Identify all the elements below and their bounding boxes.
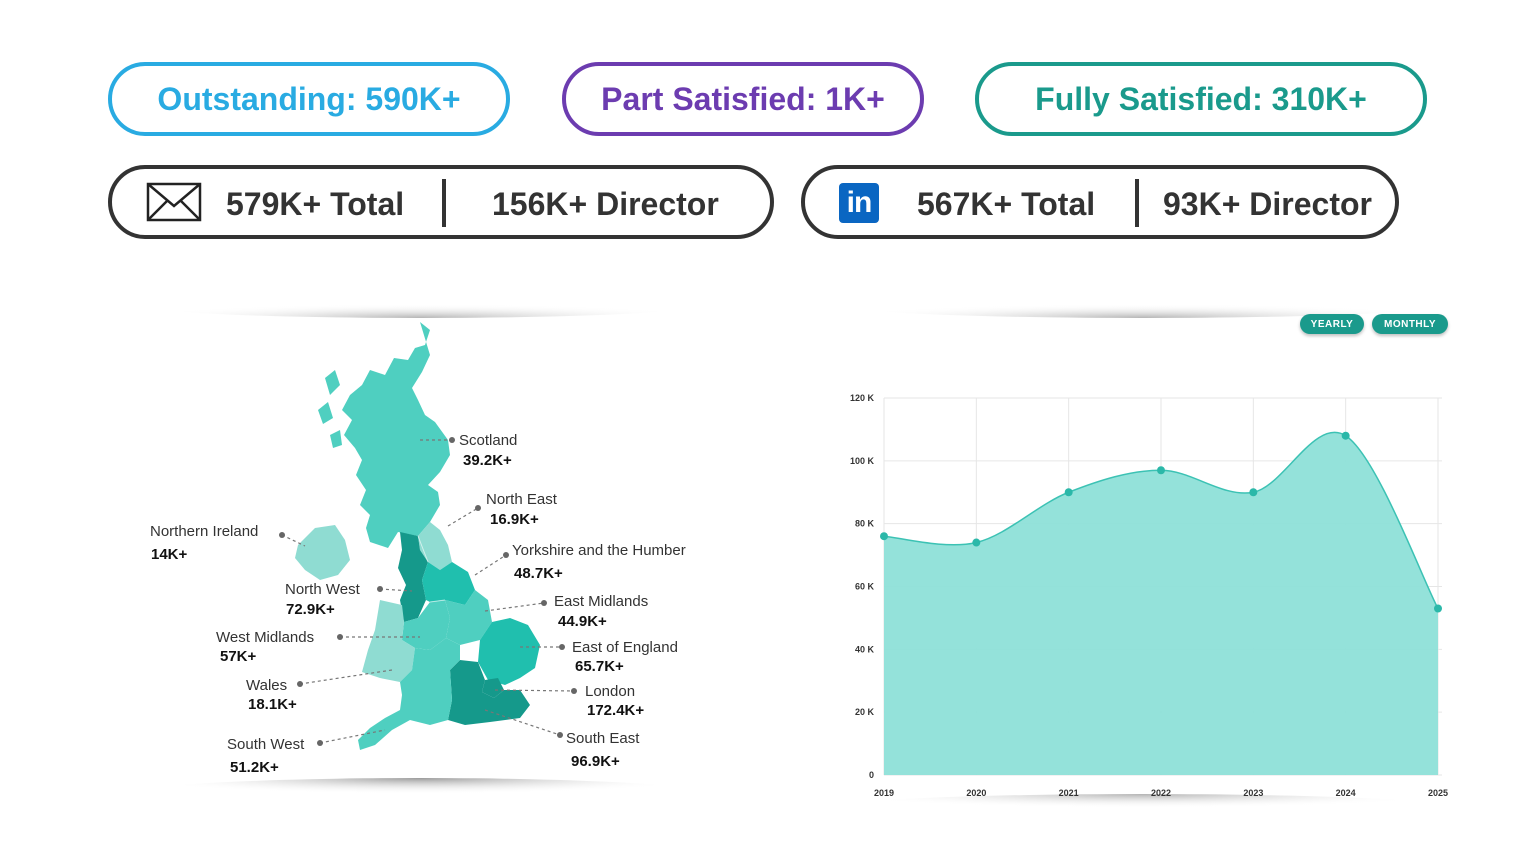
value-scotland: 39.2K+ [463,452,512,469]
email-director: 156K+ Director [492,186,719,222]
label-north-west: North West [285,581,361,598]
region-london [482,678,504,698]
x-tick-label: 2022 [1151,788,1171,798]
region-scotland [342,322,450,548]
fully-satisfied-pill: Fully Satisfied: 310K+ [975,62,1427,136]
area-series [884,432,1438,775]
label-north-east: North East [486,491,558,508]
email-total: 579K+ Total [226,186,405,222]
region-yorkshire [422,562,475,605]
y-tick-label: 40 K [855,644,875,654]
y-tick-label: 80 K [855,519,875,529]
label-yorkshire: Yorkshire and the Humber [512,542,686,559]
value-east-of-england: 65.7K+ [575,658,624,675]
data-point [972,538,981,547]
y-axis-labels: 0 20 K 40 K 60 K 80 K 100 K 120 K [850,393,875,780]
data-point [1157,466,1165,475]
value-south-west: 51.2K+ [230,759,279,776]
y-tick-label: 100 K [850,456,875,466]
label-east-midlands: East Midlands [554,593,648,610]
label-south-east: South East [566,730,640,747]
data-point [1064,488,1073,497]
value-yorkshire: 48.7K+ [514,565,563,582]
x-tick-label: 2019 [874,788,894,798]
label-wales: Wales [246,677,287,694]
value-wales: 18.1K+ [248,696,297,713]
region-south-east [448,660,530,725]
value-northern-ireland: 14K+ [151,546,188,563]
divider [1135,179,1139,227]
x-tick-label: 2024 [1336,788,1356,798]
uk-map: Scotland 39.2K+ North East 16.9K+ Northe… [130,290,710,810]
data-point [1341,431,1350,440]
uk-region-map-panel: Scotland 39.2K+ North East 16.9K+ Northe… [130,290,710,810]
region-south-west [358,638,460,750]
area-chart: 0 20 K 40 K 60 K 80 K 100 K 120 K 2019 2020 2021… [850,393,1448,798]
value-east-midlands: 44.9K+ [558,613,607,630]
part-satisfied-pill: Part Satisfied: 1K+ [562,62,924,136]
bottom-shadow [130,778,710,810]
region-east-midlands [445,590,492,645]
value-london: 172.4K+ [587,702,644,719]
linkedin-total: 567K+ Total [917,186,1096,222]
value-south-east: 96.9K+ [571,753,620,770]
label-west-midlands: West Midlands [216,629,314,646]
data-point [1249,488,1258,497]
region-wales [362,600,415,682]
top-shadow [130,290,710,318]
data-point [880,532,888,541]
yearly-button[interactable]: YEARLY [1300,314,1364,334]
divider [442,179,446,227]
x-axis-labels: 2019 2020 2021 2022 2023 2024 2025 [874,788,1448,798]
linkedin-icon: in [839,183,879,223]
x-tick-label: 2020 [966,788,986,798]
data-point [1434,604,1442,613]
email-stats-box: 579K+ Total 156K+ Director [108,165,774,239]
linkedin-stats-box: in 567K+ Total 93K+ Director [801,165,1399,239]
area-series-line [883,431,1439,609]
envelope-icon [146,182,202,230]
region-east-of-england [478,618,540,685]
value-north-west: 72.9K+ [286,601,335,618]
yearly-area-chart-panel: YEARLY MONTHLY 0 20 K 40 K 60 K 80 K 100 K 120… [830,300,1456,812]
label-scotland: Scotland [459,432,517,449]
linkedin-director: 93K+ Director [1163,186,1372,222]
region-scotland-islands [318,370,342,448]
y-tick-label: 0 [869,770,874,780]
map-labels: Scotland 39.2K+ North East 16.9K+ Northe… [150,432,686,776]
x-tick-label: 2021 [1059,788,1079,798]
monthly-button[interactable]: MONTHLY [1372,314,1448,334]
map-leader-dots [279,437,577,746]
y-tick-label: 20 K [855,707,875,717]
region-north-west [398,532,428,622]
label-south-west: South West [227,736,305,753]
outstanding-pill: Outstanding: 590K+ [108,62,510,136]
x-tick-label: 2023 [1243,788,1263,798]
x-tick-label: 2025 [1428,788,1448,798]
value-north-east: 16.9K+ [490,511,539,528]
label-northern-ireland: Northern Ireland [150,523,258,540]
data-points [880,431,1442,613]
region-borders [417,535,446,603]
value-west-midlands: 57K+ [220,648,257,665]
region-northern-ireland [295,525,350,580]
chart-shadows [830,300,1456,812]
label-london: London [585,683,635,700]
label-east-of-england: East of England [572,639,678,656]
y-tick-label: 120 K [850,393,875,403]
map-leaders [281,439,575,744]
y-tick-label: 60 K [855,582,875,592]
